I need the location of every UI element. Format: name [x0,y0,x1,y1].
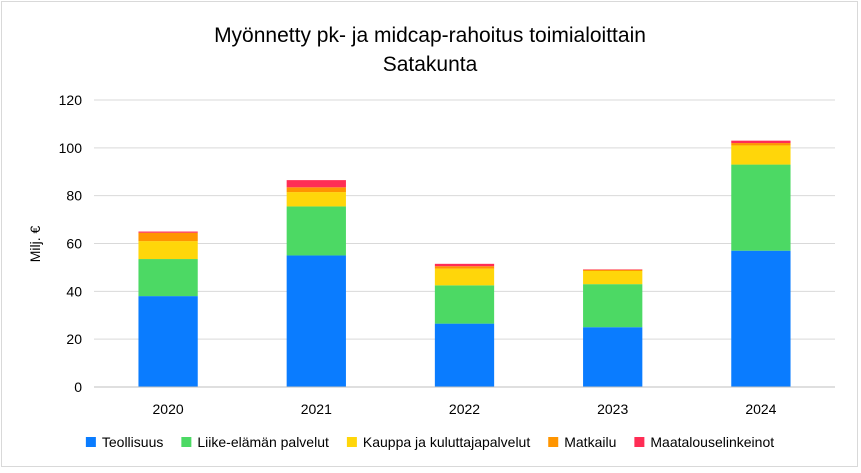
bar-segment-liike-elämän-palvelut-2022 [435,285,494,323]
bar-segment-teollisuus-2023 [583,327,642,387]
bar-segment-matkailu-2023 [583,270,642,271]
legend-label: Kauppa ja kuluttajapalvelut [363,434,530,450]
bar-segment-matkailu-2020 [138,233,197,241]
x-tick-label: 2021 [301,401,332,417]
legend-swatch [86,437,96,447]
legend-swatch [634,437,644,447]
bar-segment-teollisuus-2024 [731,251,790,387]
y-tick-label: 60 [66,236,82,252]
legend-swatch [181,437,191,447]
bar-segment-liike-elämän-palvelut-2023 [583,284,642,327]
bar-segment-kauppa-ja-kuluttajapalvelut-2024 [731,145,790,164]
bar-segment-matkailu-2024 [731,143,790,145]
chart-subtitle: Satakunta [383,53,478,76]
bar-segment-teollisuus-2022 [435,324,494,387]
bar-segment-maatalouselinkeinot-2022 [435,264,494,266]
bar-segment-matkailu-2021 [287,187,346,192]
bars [138,141,790,387]
bar-segment-maatalouselinkeinot-2020 [138,232,197,233]
bar-segment-kauppa-ja-kuluttajapalvelut-2023 [583,271,642,284]
bar-segment-kauppa-ja-kuluttajapalvelut-2022 [435,269,494,286]
bar-segment-maatalouselinkeinot-2021 [287,180,346,187]
bar-segment-matkailu-2022 [435,266,494,268]
bar-segment-teollisuus-2020 [138,296,197,387]
bar-segment-liike-elämän-palvelut-2024 [731,165,790,251]
x-tick-label: 2023 [597,401,628,417]
legend-label: Teollisuus [102,434,163,450]
x-tick-label: 2022 [449,401,480,417]
y-tick-label: 40 [66,283,82,299]
chart-title: Myönnetty pk- ja midcap-rahoitus toimial… [214,24,646,47]
bar-segment-liike-elämän-palvelut-2021 [287,206,346,255]
legend-swatch [347,437,357,447]
y-tick-label: 120 [59,92,83,108]
y-tick-label: 20 [66,331,82,347]
legend-label: Matkailu [564,434,616,450]
bar-segment-maatalouselinkeinot-2024 [731,141,790,143]
legend: Teollisuus Liike-elämän palvelut Kauppa ja… [86,434,774,450]
y-tick-label: 0 [74,379,82,395]
y-tick-label: 100 [59,140,83,156]
y-tick-label: 80 [66,188,82,204]
bar-segment-liike-elämän-palvelut-2020 [138,259,197,296]
legend-label: Maatalouselinkeinot [650,434,774,450]
legend-label: Liike-elämän palvelut [197,434,329,450]
legend-swatch [548,437,558,447]
bar-segment-kauppa-ja-kuluttajapalvelut-2020 [138,241,197,259]
bar-segment-kauppa-ja-kuluttajapalvelut-2021 [287,192,346,206]
bar-segment-teollisuus-2021 [287,255,346,387]
y-axis-label: Milj. € [27,226,43,263]
x-tick-label: 2024 [745,401,776,417]
x-tick-label: 2020 [153,401,184,417]
